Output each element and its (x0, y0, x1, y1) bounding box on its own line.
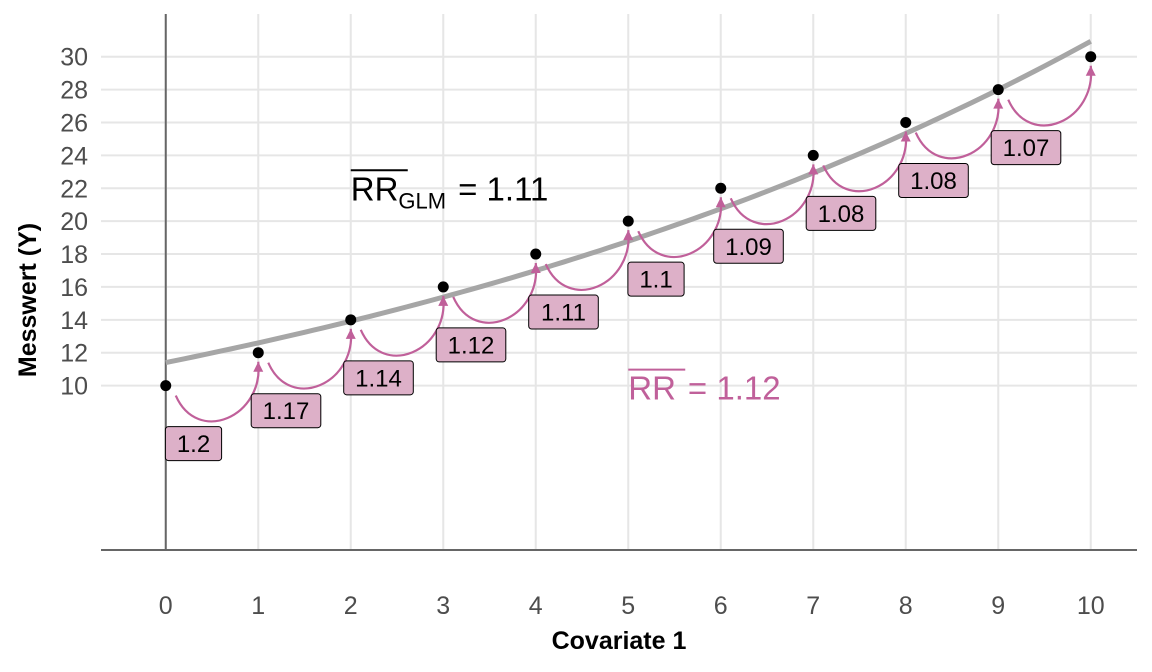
data-point (900, 117, 912, 129)
data-point (160, 380, 172, 392)
mean-rr-annotation: RR = 1.12 (628, 368, 781, 407)
ratio-label-box (343, 360, 414, 396)
arrowhead-icon (530, 263, 541, 274)
data-points (160, 51, 1097, 392)
ratio-arc (267, 328, 353, 390)
ratio-label: 1.09 (725, 234, 772, 261)
mean-rr-symbol: RR (628, 370, 676, 407)
data-point (622, 215, 634, 227)
ratio-arc (637, 197, 723, 259)
data-point (252, 347, 264, 359)
ratio-label: 1.2 (177, 431, 210, 458)
x-tick-label: 8 (899, 592, 913, 620)
ratio-arcs (174, 65, 1096, 423)
arrowhead-icon (715, 197, 726, 208)
y-tick-label: 10 (60, 373, 88, 401)
axes (101, 14, 1137, 551)
ratio-label: 1.14 (355, 365, 402, 392)
ratio-label-box (250, 393, 322, 429)
ratio-arc (359, 295, 445, 357)
ratio-label-box (164, 426, 223, 462)
data-point (437, 281, 449, 293)
ratio-arc (174, 361, 260, 423)
x-tick-label: 2 (344, 592, 358, 620)
y-tick-label: 18 (60, 241, 88, 269)
ratio-arc (1007, 65, 1093, 127)
arrowhead-icon (253, 361, 264, 372)
glm-value: = 1.11 (458, 170, 548, 207)
ratio-labels: 1.2 1.17 1.14 1.12 1.11 1.1 1.09 1.08 1.08 1.07 (164, 130, 1062, 462)
x-tick-label: 9 (991, 592, 1005, 620)
y-tick-label: 16 (60, 274, 88, 302)
x-tick-label: 5 (621, 592, 635, 620)
x-tick-label: 6 (714, 592, 728, 620)
ratio-label: 1.08 (910, 168, 957, 195)
glm-subscript: GLM (398, 188, 446, 213)
y-tick-label: 30 (60, 44, 88, 72)
data-point (807, 149, 819, 161)
ratio-arc (914, 98, 1000, 160)
ratio-label-box (805, 195, 877, 231)
y-axis-title: Messwert (Y) (14, 223, 42, 377)
y-tick-label: 20 (60, 208, 88, 236)
arrowhead-icon (345, 328, 356, 339)
data-point (345, 314, 357, 326)
ratio-arc (452, 262, 538, 324)
ratio-label: 1.17 (263, 398, 310, 425)
data-point (992, 84, 1004, 96)
arrowhead-icon (1085, 65, 1096, 76)
x-axis-title: Covariate 1 (552, 627, 687, 655)
data-point (1085, 51, 1097, 63)
y-tick-label: 14 (60, 307, 88, 335)
x-tick-label: 1 (251, 592, 265, 620)
grid (101, 14, 1137, 550)
glm-annotation-text: RRGLM = 1.11 (351, 170, 549, 213)
ratio-label-box (528, 294, 599, 330)
y-tick-label: 22 (60, 175, 88, 203)
data-point (715, 182, 727, 194)
arrowhead-icon (993, 98, 1004, 109)
ratio-label: 1.1 (639, 267, 672, 294)
ratio-arc (729, 164, 815, 226)
ratio-label-box (713, 228, 784, 264)
mean-rr-annotation-text: RR = 1.12 (628, 370, 780, 407)
ratio-arc (544, 230, 630, 291)
y-tick-label: 26 (60, 110, 88, 138)
ratio-label: 1.07 (1003, 135, 1050, 162)
ratio-label-box (990, 130, 1062, 166)
y-tick-label: 28 (60, 77, 88, 105)
ratio-label: 1.08 (818, 201, 865, 228)
arrowhead-icon (438, 295, 449, 306)
x-tick-label: 3 (436, 592, 450, 620)
x-tick-label: 0 (159, 592, 173, 620)
arrowhead-icon (623, 230, 634, 241)
y-tick-label: 24 (60, 142, 88, 170)
x-tick-label: 7 (806, 592, 820, 620)
arrowhead-icon (808, 164, 819, 175)
x-tick-label: 4 (529, 592, 543, 620)
glm-annotation: RRGLM = 1.11 (350, 169, 549, 213)
ratio-arc (822, 131, 908, 193)
x-tick-label: 10 (1077, 592, 1105, 620)
ratio-label: 1.12 (448, 332, 495, 359)
ratio-label-box (627, 261, 685, 297)
arrowhead-icon (900, 131, 911, 142)
mean-rr-value: = 1.12 (688, 370, 781, 407)
data-point (530, 248, 542, 260)
y-tick-label: 12 (60, 340, 88, 368)
glm-rr-symbol: RR (351, 170, 399, 207)
ratio-label-box (898, 163, 969, 199)
ratio-label-box (435, 327, 507, 363)
ratio-label: 1.11 (541, 300, 586, 327)
